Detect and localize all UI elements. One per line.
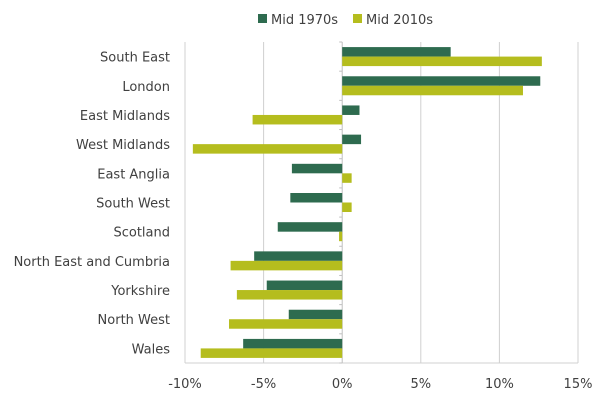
bar-mid-1970s xyxy=(342,76,541,86)
category-label: East Anglia xyxy=(97,167,170,182)
category-label: North East and Cumbria xyxy=(14,255,170,270)
legend-swatch xyxy=(353,14,362,23)
bar-mid-2010s xyxy=(192,144,343,154)
bar-mid-1970s xyxy=(243,338,343,349)
bar-mid-1970s xyxy=(290,193,343,203)
bar-mid-2010s xyxy=(342,56,542,67)
legend-swatch xyxy=(258,14,267,23)
x-tick-label: 0% xyxy=(332,377,353,392)
bar-mid-1970s xyxy=(266,280,343,291)
x-tick-label: -5% xyxy=(251,377,276,392)
bar-mid-2010s xyxy=(230,260,343,271)
bar-mid-1970s xyxy=(342,105,360,115)
bar-mid-2010s xyxy=(229,319,343,329)
category-label: London xyxy=(122,80,170,95)
category-label: South West xyxy=(96,197,170,212)
bar-mid-1970s xyxy=(288,309,343,320)
bar-mid-1970s xyxy=(254,251,343,261)
category-label: East Midlands xyxy=(80,109,170,124)
bar-mid-1970s xyxy=(342,47,451,57)
category-label: Yorkshire xyxy=(110,284,170,299)
legend-label: Mid 2010s xyxy=(366,13,433,28)
category-label: North West xyxy=(98,313,170,328)
bar-mid-2010s xyxy=(342,202,352,212)
bar-mid-2010s xyxy=(339,231,343,242)
bar-mid-2010s xyxy=(342,85,523,96)
bar-mid-2010s xyxy=(200,348,343,358)
bar-mid-2010s xyxy=(236,290,343,300)
x-tick-label: 10% xyxy=(485,377,514,392)
bar-mid-1970s xyxy=(277,222,343,232)
bar-mid-1970s xyxy=(291,163,343,174)
category-label: West Midlands xyxy=(76,138,170,153)
x-tick-label: 5% xyxy=(410,377,431,392)
bar-mid-2010s xyxy=(342,173,352,183)
legend-label: Mid 1970s xyxy=(271,13,338,28)
bar-mid-2010s xyxy=(252,114,343,125)
category-label: Scotland xyxy=(113,226,170,241)
category-label: South East xyxy=(100,51,170,66)
category-label: Wales xyxy=(132,342,171,357)
x-tick-label: 15% xyxy=(564,377,593,392)
x-tick-label: -10% xyxy=(168,377,202,392)
bar-mid-1970s xyxy=(342,134,362,145)
